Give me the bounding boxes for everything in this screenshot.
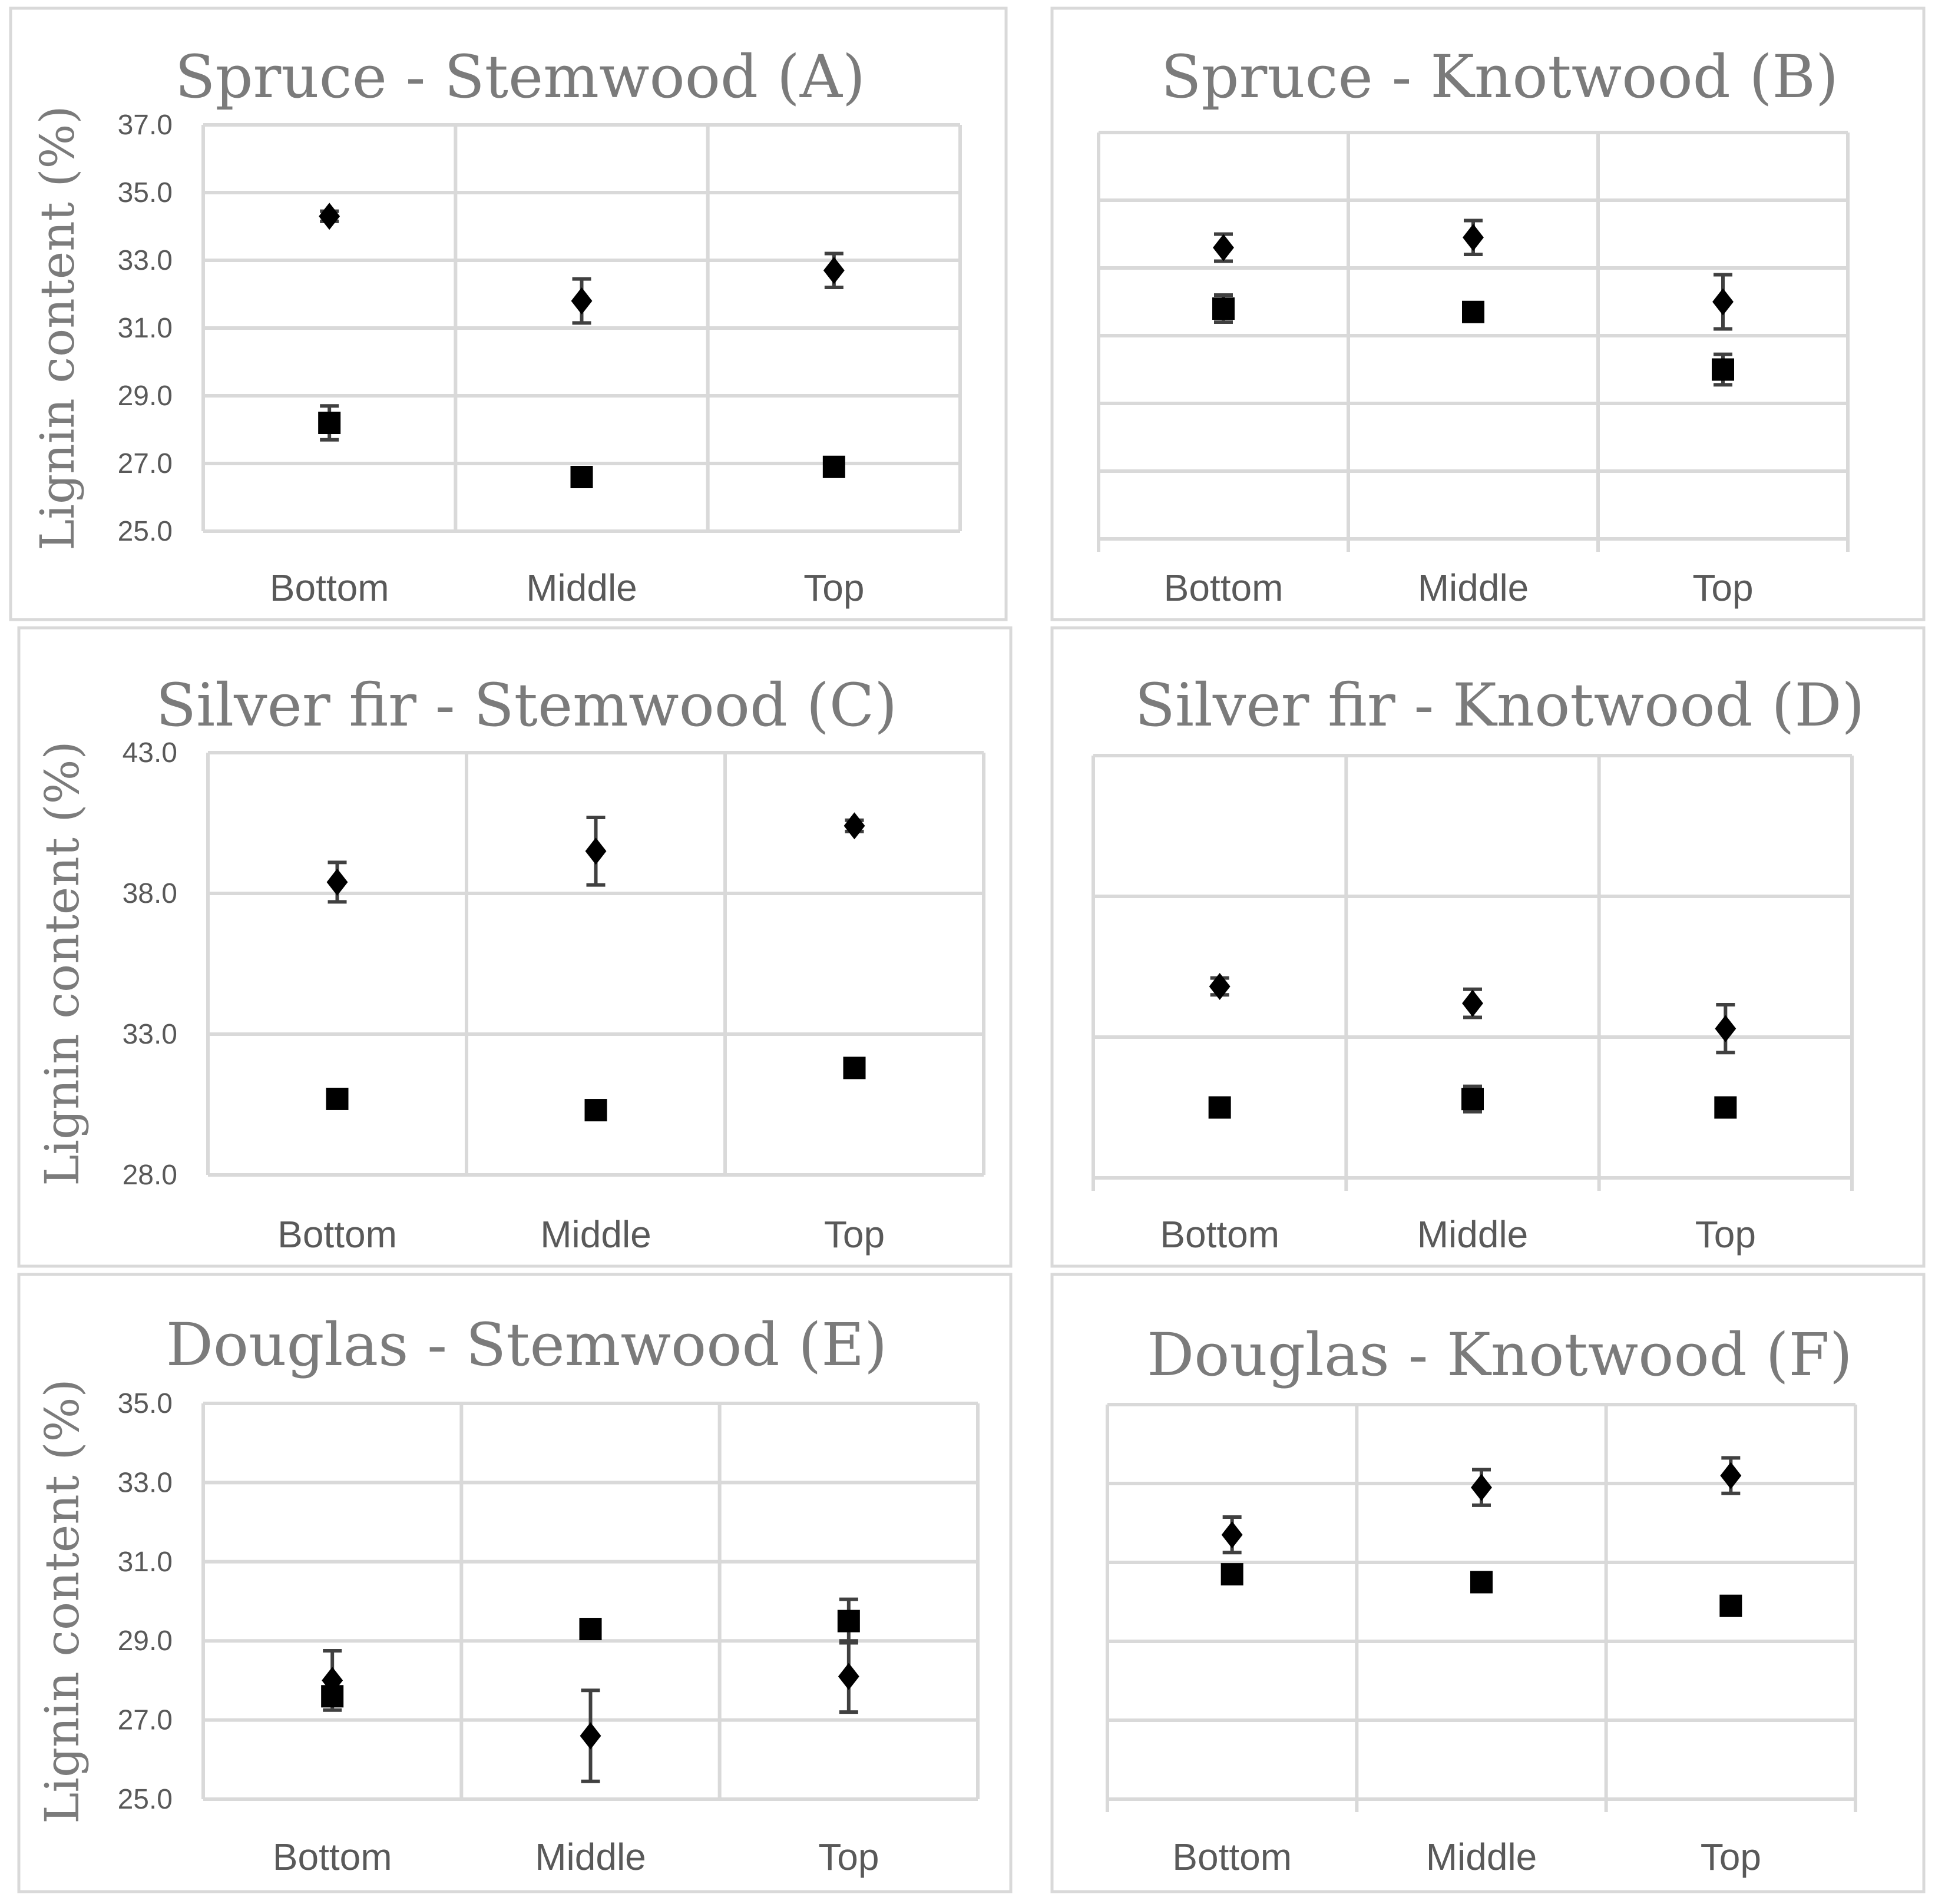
- panel-a: 25.0 27.0 29.0 31.0 33.0 35.0 37.0 Bottom Middle…: [9, 6, 1008, 621]
- square-marker: [1714, 1096, 1737, 1119]
- x-tick-label: Middle: [526, 567, 637, 609]
- panel-e: 25.0 27.0 29.0 31.0 33.0 35.0 Bottom Middle Top D…: [17, 1273, 1013, 1893]
- x-tick-label: Top: [818, 1836, 879, 1878]
- x-tick-label: Top: [1695, 1213, 1756, 1256]
- y-tick-label: 31.0: [118, 313, 173, 344]
- chart-title: Spruce - Stemwood (A): [175, 42, 865, 111]
- square-marker: [1208, 1096, 1231, 1119]
- y-axis-label: Lignin content (%): [35, 741, 90, 1186]
- x-tick-label: Middle: [1418, 567, 1529, 609]
- diamond-marker: [326, 868, 348, 896]
- panel-frame: [17, 1273, 1013, 1893]
- x-tick-label: Bottom: [1172, 1836, 1292, 1878]
- y-tick-label: 35.0: [118, 177, 173, 208]
- y-tick-label: 33.0: [123, 1019, 177, 1050]
- panel-c: 28.0 33.0 38.0 43.0 Bottom Middle Top Silver fi…: [17, 626, 1013, 1268]
- y-tick-label: 28.0: [123, 1160, 177, 1191]
- panel-frame: [9, 6, 1008, 621]
- square-marker: [1212, 297, 1235, 320]
- square-marker: [1470, 1571, 1493, 1594]
- diamond-marker: [1209, 972, 1231, 1000]
- y-tick-label: 38.0: [123, 878, 177, 909]
- x-tick-label: Bottom: [1160, 1213, 1279, 1256]
- y-tick-label: 29.0: [118, 380, 173, 412]
- diamond-marker: [838, 1663, 859, 1690]
- square-marker: [321, 1685, 344, 1708]
- y-tick-label: 33.0: [118, 245, 173, 276]
- y-tick-label: 27.0: [118, 448, 173, 479]
- panel-b: Bottom Middle Top Spruce - Knotwood (B): [1050, 6, 1926, 621]
- x-tick-label: Middle: [535, 1836, 646, 1878]
- square-marker: [1462, 300, 1484, 323]
- diamond-marker: [585, 837, 607, 865]
- diamond-marker: [1213, 234, 1234, 261]
- square-marker: [584, 1099, 607, 1122]
- x-tick-label: Top: [803, 567, 864, 609]
- square-marker: [837, 1610, 860, 1633]
- y-tick-label: 43.0: [123, 737, 177, 769]
- square-marker: [1712, 358, 1734, 381]
- square-marker: [1461, 1088, 1484, 1111]
- chart-title: Douglas - Stemwood (E): [166, 1310, 888, 1379]
- x-tick-label: Bottom: [270, 567, 389, 609]
- y-tick-label: 27.0: [118, 1705, 173, 1736]
- x-tick-label: Bottom: [277, 1213, 397, 1256]
- x-tick-label: Bottom: [273, 1836, 392, 1878]
- x-tick-label: Middle: [1417, 1213, 1529, 1256]
- diamond-marker: [1221, 1521, 1243, 1549]
- x-tick-label: Top: [1692, 567, 1753, 609]
- square-marker: [326, 1087, 349, 1110]
- diamond-marker: [844, 812, 865, 840]
- y-axis-label: Lignin content (%): [30, 105, 85, 551]
- x-tick-label: Top: [824, 1213, 885, 1256]
- square-marker: [1719, 1594, 1742, 1617]
- y-tick-label: 29.0: [118, 1625, 173, 1657]
- square-marker: [822, 455, 845, 478]
- chart-title: Silver fir - Knotwood (D): [1134, 671, 1864, 740]
- panel-f: Bottom Middle Top Douglas - Knotwood (F): [1050, 1273, 1926, 1893]
- x-tick-label: Top: [1701, 1836, 1761, 1878]
- diamond-marker: [1471, 1473, 1492, 1501]
- x-tick-label: Bottom: [1164, 567, 1284, 609]
- diamond-marker: [319, 203, 340, 230]
- y-tick-label: 25.0: [118, 1784, 173, 1815]
- panel-frame: [1050, 6, 1926, 621]
- square-marker: [570, 466, 593, 488]
- diamond-marker: [1462, 989, 1483, 1017]
- diamond-marker: [1712, 288, 1734, 316]
- x-tick-label: Middle: [1426, 1836, 1537, 1878]
- panel-frame: [1050, 626, 1926, 1268]
- diamond-marker: [322, 1667, 343, 1694]
- y-tick-label: 25.0: [118, 516, 173, 547]
- square-marker: [318, 412, 341, 434]
- x-tick-label: Middle: [540, 1213, 651, 1256]
- diamond-marker: [580, 1722, 601, 1750]
- square-marker: [843, 1057, 866, 1080]
- diamond-marker: [823, 257, 845, 284]
- y-tick-label: 33.0: [118, 1467, 173, 1498]
- y-tick-label: 35.0: [118, 1388, 173, 1419]
- y-tick-label: 31.0: [118, 1547, 173, 1578]
- diamond-marker: [1720, 1462, 1742, 1489]
- panel-frame: [17, 626, 1013, 1268]
- y-axis-label: Lignin content (%): [35, 1379, 90, 1824]
- diamond-marker: [571, 287, 593, 314]
- chart-title: Silver fir - Stemwood (C): [156, 671, 898, 740]
- panel-d: Bottom Middle Top Silver fir - Knotwood (D): [1050, 626, 1926, 1268]
- y-tick-label: 37.0: [118, 110, 173, 141]
- square-marker: [1220, 1563, 1243, 1586]
- diamond-marker: [1715, 1015, 1736, 1042]
- chart-title: Douglas - Knotwood (F): [1147, 1320, 1853, 1389]
- diamond-marker: [1463, 224, 1484, 251]
- square-marker: [579, 1618, 602, 1641]
- chart-title: Spruce - Knotwood (B): [1161, 42, 1838, 111]
